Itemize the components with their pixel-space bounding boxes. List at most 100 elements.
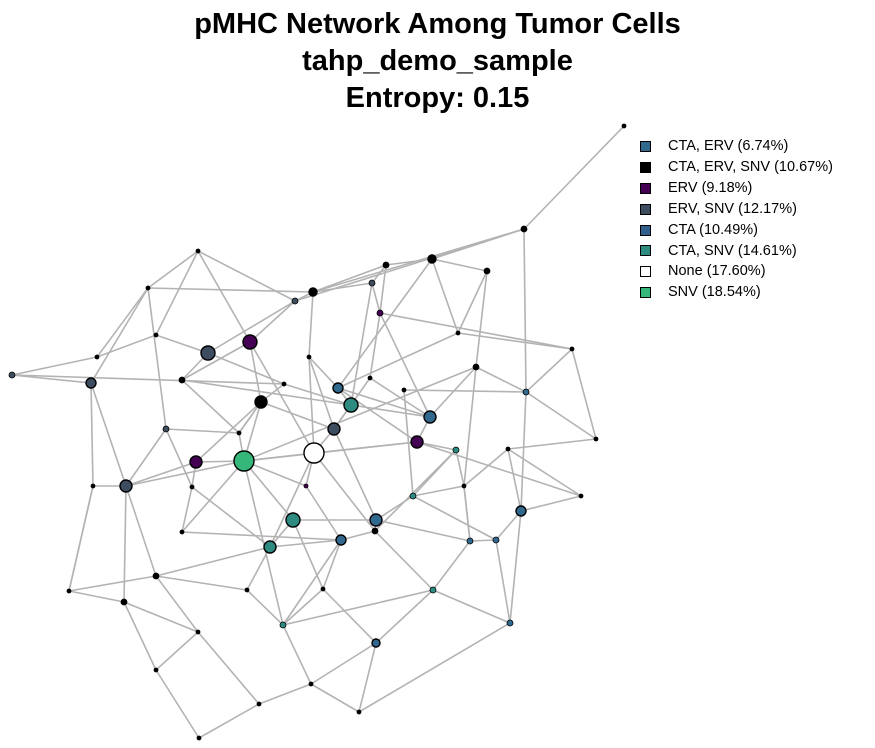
- legend-item: CTA, ERV (6.74%): [640, 136, 833, 157]
- network-node: [291, 297, 299, 305]
- network-edge: [181, 460, 245, 533]
- network-node: [335, 534, 347, 546]
- network-node: [593, 436, 599, 442]
- network-edge: [431, 258, 459, 334]
- network-edge: [68, 575, 157, 592]
- network-edge: [258, 683, 312, 705]
- network-node: [429, 586, 437, 594]
- network-edge: [312, 264, 387, 293]
- network-edge: [195, 401, 262, 463]
- network-edge: [308, 356, 335, 430]
- network-node: [410, 435, 424, 449]
- legend-label: SNV (18.54%): [668, 284, 761, 301]
- legend-label: ERV (9.18%): [668, 179, 753, 196]
- legend-swatch: [640, 140, 651, 152]
- network-node: [263, 540, 277, 554]
- network-node: [308, 681, 314, 687]
- network-node: [189, 455, 203, 469]
- network-edge: [403, 389, 527, 393]
- network-edge: [507, 448, 522, 512]
- network-node: [472, 363, 480, 371]
- network-node: [145, 285, 151, 291]
- network-edge: [463, 448, 509, 487]
- network-edge: [371, 282, 381, 314]
- network-node: [178, 376, 186, 384]
- edges-layer: [11, 125, 625, 739]
- legend-swatch: [640, 266, 651, 278]
- network-edge: [358, 642, 377, 713]
- network-edge: [337, 332, 459, 389]
- legend-swatch: [640, 161, 651, 173]
- network-edge: [155, 334, 209, 354]
- network-node: [522, 388, 530, 396]
- network-node: [85, 377, 97, 389]
- network-node: [236, 430, 242, 436]
- network-edge: [90, 382, 127, 487]
- network-edge: [463, 366, 477, 487]
- legend-item: CTA, SNV (14.61%): [640, 241, 833, 262]
- legend-swatch: [640, 245, 651, 257]
- network-edge: [243, 460, 284, 626]
- network-node: [153, 332, 159, 338]
- figure-title: pMHC Network Among Tumor Cells tahp_demo…: [0, 6, 875, 117]
- network-edge: [96, 287, 149, 358]
- network-node: [242, 334, 258, 350]
- network-edge: [181, 379, 240, 434]
- legend-swatch: [640, 203, 651, 215]
- network-edge: [207, 352, 285, 385]
- network-node: [376, 309, 384, 317]
- network-edge: [457, 270, 488, 334]
- network-edge: [525, 391, 597, 440]
- network-edge: [305, 485, 342, 541]
- network-edge: [313, 441, 418, 454]
- network-edge: [11, 374, 92, 384]
- network-edge: [495, 539, 511, 624]
- network-edge: [181, 486, 193, 533]
- network-edge: [379, 312, 573, 350]
- network-edge: [337, 387, 431, 418]
- network-edge: [322, 539, 342, 590]
- network-edge: [374, 449, 457, 532]
- network-edge: [308, 356, 315, 454]
- network-node: [578, 493, 584, 499]
- network-edge: [125, 460, 245, 487]
- network-node: [371, 638, 381, 648]
- network-node: [569, 346, 575, 352]
- title-line-3: Entropy: 0.15: [345, 82, 530, 114]
- network-node: [401, 387, 407, 393]
- network-edge: [123, 485, 127, 603]
- network-edge: [246, 589, 284, 626]
- network-edge: [125, 485, 157, 577]
- network-edge: [243, 452, 315, 462]
- network-node: [120, 598, 128, 606]
- network-node: [423, 410, 437, 424]
- network-edge: [282, 539, 342, 626]
- legend-item: None (17.60%): [640, 261, 833, 282]
- network-node: [332, 382, 344, 394]
- network-node: [466, 537, 474, 545]
- network-edge: [509, 510, 522, 624]
- title-line-2: tahp_demo_sample: [302, 45, 573, 77]
- network-node: [196, 735, 202, 741]
- network-edge: [375, 519, 471, 542]
- network-edge: [155, 669, 200, 739]
- network-edge: [523, 228, 527, 393]
- network-node: [506, 619, 514, 627]
- network-edge: [475, 270, 488, 368]
- network-node: [409, 492, 417, 500]
- network-edge: [308, 291, 314, 358]
- network-edge: [155, 575, 199, 633]
- network-edge: [416, 441, 582, 497]
- network-edge: [249, 341, 315, 454]
- network-edge: [90, 382, 94, 487]
- network-node: [505, 446, 511, 452]
- network-node: [256, 701, 262, 707]
- network-edge: [308, 356, 339, 389]
- network-edge: [243, 460, 294, 521]
- network-edge: [11, 356, 98, 376]
- legend-label: None (17.60%): [668, 263, 766, 280]
- network-node: [195, 629, 201, 635]
- network-edge: [322, 588, 377, 644]
- network-node: [244, 587, 250, 593]
- network-edge: [469, 539, 497, 542]
